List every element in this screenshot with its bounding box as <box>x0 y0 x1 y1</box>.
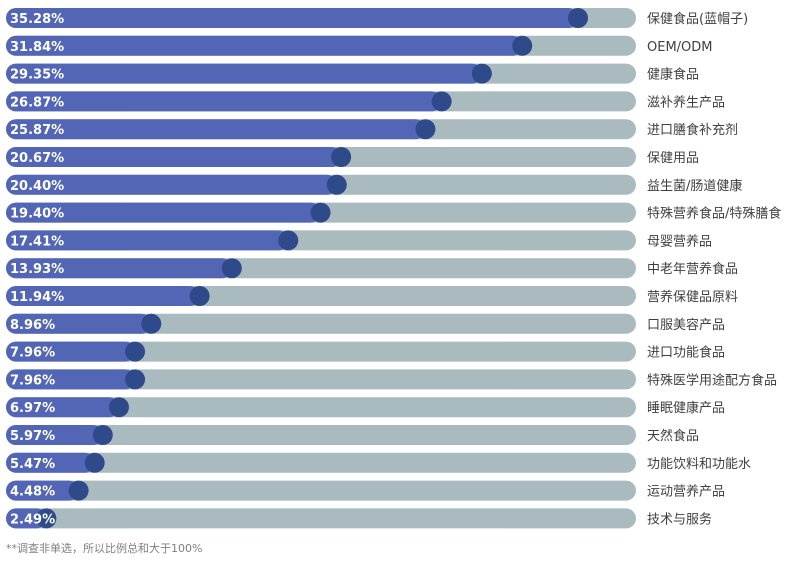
bar-track <box>6 508 636 529</box>
bar <box>6 147 342 167</box>
value-label: 13.93% <box>10 262 64 277</box>
category-label: 滋补养生产品 <box>647 94 725 110</box>
bar-end-knob <box>68 480 89 501</box>
bar <box>6 202 321 223</box>
category-label: 天然食品 <box>647 428 699 444</box>
bar <box>6 258 232 279</box>
category-label: OEM/ODM <box>647 40 713 55</box>
category-label: 特殊营养食品/特殊膳食 <box>647 206 781 222</box>
bar <box>6 369 136 390</box>
value-label: 35.28% <box>10 12 64 27</box>
bar-end-knob <box>84 452 105 473</box>
bar-end-knob <box>278 230 299 251</box>
bar <box>6 286 200 306</box>
value-label: 6.97% <box>10 401 55 416</box>
bar <box>6 480 79 501</box>
value-label: 5.97% <box>10 429 55 444</box>
bar-chart: 35.28% 保健食品(蓝帽子) 31.84% OEM/ODM 29.35% 健康食品 26… <box>6 8 781 529</box>
value-label: 26.87% <box>10 95 64 110</box>
value-label: 29.35% <box>10 68 64 83</box>
bar <box>6 63 482 84</box>
bar-end-knob <box>36 508 57 529</box>
category-label: 进口膳食补充剂 <box>647 122 738 138</box>
bar <box>6 35 523 56</box>
category-label: 益生菌/肠道健康 <box>647 178 742 194</box>
category-label: 保健用品 <box>647 151 699 166</box>
value-label: 4.48% <box>10 485 55 500</box>
bar-end-knob <box>125 341 146 362</box>
bar-end-knob <box>326 174 347 195</box>
bar-track <box>6 480 636 501</box>
bar-end-knob <box>431 91 452 112</box>
bar-end-knob <box>310 202 331 223</box>
category-label: 母婴营养品 <box>647 233 712 249</box>
value-label: 7.96% <box>10 346 55 361</box>
bar <box>6 174 337 195</box>
category-label: 营养保健品原料 <box>647 289 738 305</box>
category-label: 进口功能食品 <box>647 345 725 361</box>
value-label: 25.87% <box>10 123 64 138</box>
category-label: 特殊医学用途配方食品 <box>647 372 777 388</box>
bar <box>6 119 426 140</box>
bar-end-knob <box>109 397 130 418</box>
value-label: 20.67% <box>10 151 64 166</box>
category-label: 睡眠健康产品 <box>647 400 725 416</box>
value-label: 5.47% <box>10 457 55 472</box>
category-label: 中老年营养食品 <box>647 261 738 277</box>
bar-end-knob <box>471 63 492 84</box>
value-label: 19.40% <box>10 207 64 222</box>
value-label: 2.49% <box>10 512 55 527</box>
bar-end-knob <box>125 369 146 390</box>
bar-end-knob <box>512 35 533 56</box>
bar-end-knob <box>189 286 210 306</box>
bar-track <box>6 369 636 390</box>
bar-end-knob <box>415 119 436 140</box>
bar-end-knob <box>331 147 352 167</box>
category-label: 技术与服务 <box>647 511 712 527</box>
bar-end-knob <box>92 425 113 445</box>
value-label: 17.41% <box>10 234 64 249</box>
value-label: 11.94% <box>10 290 64 305</box>
category-label: 功能饮料和功能水 <box>647 457 751 472</box>
value-label: 20.40% <box>10 179 64 194</box>
bar <box>6 313 152 334</box>
category-label: 健康食品 <box>647 67 699 83</box>
bar-track <box>6 341 636 362</box>
bar <box>6 230 289 251</box>
category-label: 口服美容产品 <box>647 317 725 333</box>
bar-track <box>6 425 636 445</box>
category-label: 保健食品(蓝帽子) <box>647 11 748 27</box>
bar-end-knob <box>141 313 162 334</box>
bar <box>6 397 120 418</box>
bar <box>6 452 95 473</box>
value-label: 7.96% <box>10 373 55 388</box>
bar <box>6 425 103 445</box>
bar-track <box>6 313 636 334</box>
value-label: 31.84% <box>10 40 64 55</box>
bar <box>6 8 578 28</box>
bar-track <box>6 397 636 418</box>
bar-end-knob <box>568 8 588 28</box>
bar-end-knob <box>221 258 242 279</box>
chart-footnote: **调查非单选，所以比例总和大于100% <box>6 542 203 555</box>
value-label: 8.96% <box>10 318 55 333</box>
bar <box>6 508 47 529</box>
bar-track <box>6 452 636 473</box>
bar <box>6 341 136 362</box>
category-label: 运动营养产品 <box>647 484 725 500</box>
bar <box>6 91 442 112</box>
